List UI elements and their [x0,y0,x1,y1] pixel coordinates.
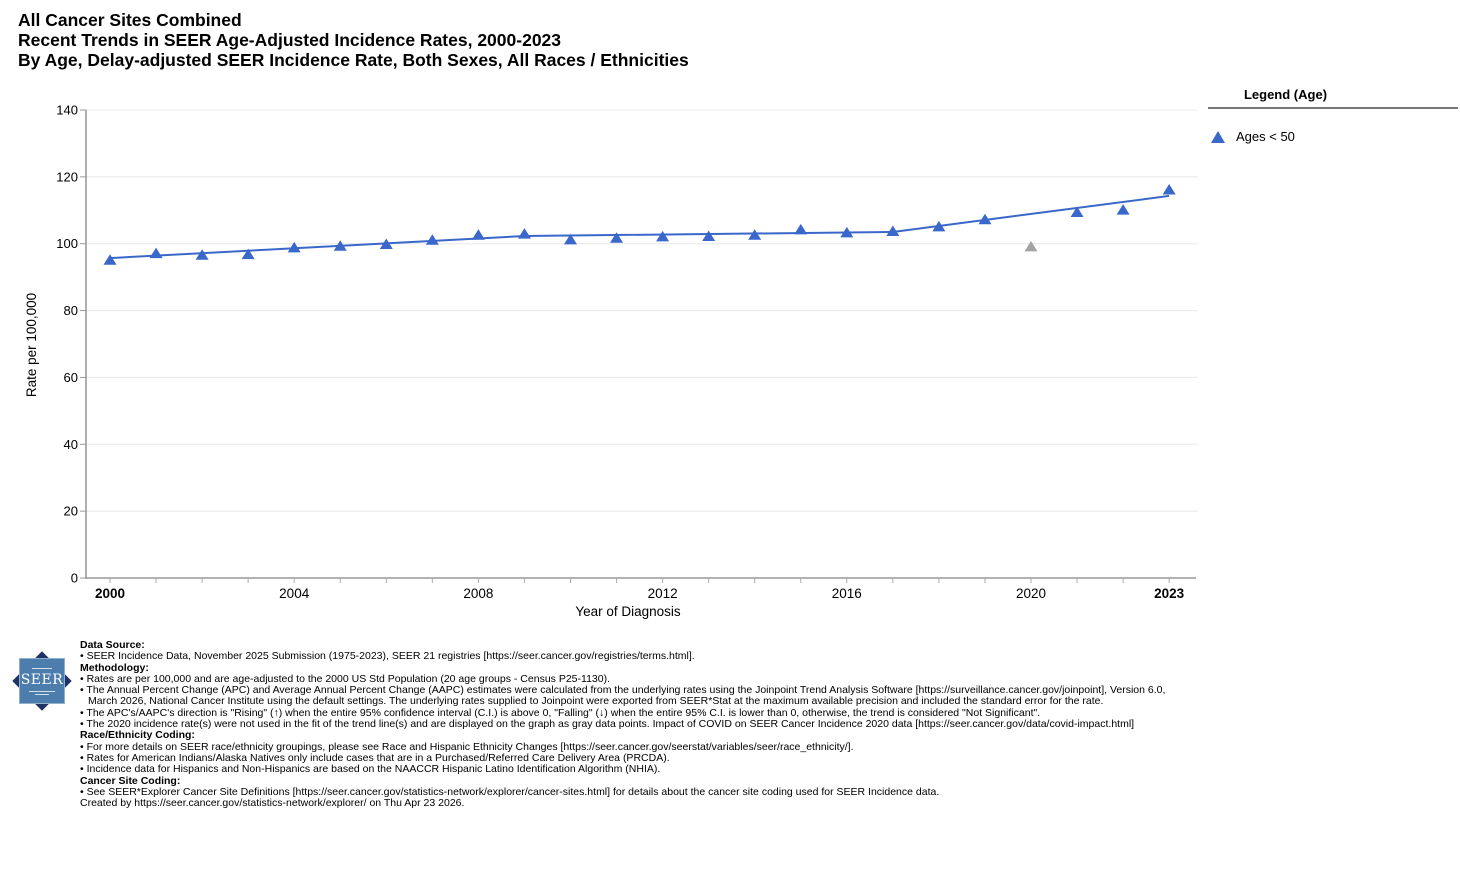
data-point-triangle[interactable] [517,228,531,239]
x-tick-label: 2004 [279,586,310,601]
footnote-line: Rates are per 100,000 and are age-adjust… [80,673,1182,685]
trend-chart-svg: 0 20 40 60 80 100 120 140 2000 2004 2008 2012 2016 20… [56,103,1198,601]
data-point-triangle[interactable] [978,213,992,225]
seer-logo-decoration [32,667,52,669]
footnote-line: See SEER*Explorer Cancer Site Definition… [80,786,1182,798]
triangle-up-icon [1211,130,1225,143]
seer-logo-decoration [35,693,49,695]
data-point-triangle[interactable] [241,248,255,260]
data-point-triangle[interactable] [471,229,485,240]
y-tick-label: 120 [56,169,78,184]
footnote-line: The APC's/AAPC's direction is "Rising" (… [80,707,1182,719]
legend-item-label: Ages < 50 [1236,129,1295,144]
data-point-triangle[interactable] [103,254,117,265]
legend-title: Legend (Age) [1243,87,1328,102]
footnote-line: Race/Ethnicity Coding: [80,729,195,742]
footnote-line: SEER Incidence Data, November 2025 Submi… [80,650,1182,662]
legend-divider [1208,107,1458,109]
data-point-triangle[interactable] [287,241,301,253]
x-tick-label: 2008 [463,586,493,601]
chart-title-line-2: Recent Trends in SEER Age-Adjusted Incid… [18,30,562,50]
y-tick-label: 40 [64,437,78,452]
y-tick-label: 140 [56,103,78,118]
footnote-line: The Annual Percent Change (APC) and Aver… [80,685,1182,708]
y-tick-label: 60 [64,370,78,385]
x-tick-label: 2023 [1154,586,1185,601]
y-axis-title: Rate per 100,000 [24,292,39,398]
footnote-line: Data Source: [80,639,145,651]
data-point-triangle[interactable] [794,223,808,235]
data-point-triangle[interactable] [610,232,624,243]
data-point-triangle[interactable] [702,230,716,242]
seer-logo-text: SEER [20,671,64,688]
trend-line [109,194,1170,260]
seer-logo-decoration [29,690,55,692]
data-point-triangle[interactable] [656,230,670,242]
chart-title-line-1: All Cancer Sites Combined [18,10,242,30]
data-point-triangle[interactable] [333,240,347,251]
seer-logo: SEER [12,651,72,711]
x-tick-label: 2020 [1016,586,1046,601]
x-tick-label: 2000 [95,586,125,601]
data-point-triangle[interactable] [195,249,209,260]
chart-title-line-3: By Age, Delay-adjusted SEER Incidence Ra… [18,50,689,70]
footnote-line: For more details on SEER race/ethnicity … [80,741,1182,753]
footnote-line: The 2020 incidence rate(s) were not used… [80,718,1182,730]
data-point-triangle[interactable] [425,234,439,245]
footnote-line: Incidence data for Hispanics and Non-His… [80,763,1182,775]
x-axis-title: Year of Diagnosis [575,604,681,619]
seer-logo-square: SEER [19,658,65,704]
data-point-triangle[interactable] [886,225,900,237]
y-tick-label: 0 [71,571,78,586]
x-tick-label: 2012 [648,586,678,601]
footnote-line: Created by https://seer.cancer.gov/stati… [80,797,465,810]
y-tick-label: 20 [64,504,78,519]
y-tick-label: 100 [56,236,78,251]
x-tick-label: 2016 [832,586,862,601]
data-point-triangle[interactable] [932,220,946,232]
footnote-line: Methodology: [80,661,149,674]
chart-title-block: All Cancer Sites Combined Recent Trends … [18,10,689,70]
legend-item-ages-lt-50[interactable]: Ages < 50 [1211,129,1295,144]
footnote-line: Rates for American Indians/Alaska Native… [80,752,1182,764]
data-point-triangle[interactable] [748,229,762,240]
covid-2020-gray-point[interactable] [1024,240,1038,252]
data-point-triangle[interactable] [379,238,393,250]
footnotes-block: Data Source:SEER Incidence Data, Novembe… [80,639,1182,810]
data-point-triangle[interactable] [1070,206,1084,217]
data-point-triangle[interactable] [149,247,163,259]
footnote-line: Cancer Site Coding: [80,774,181,787]
y-tick-label: 80 [64,303,78,318]
data-point-triangle[interactable] [564,233,577,245]
data-point-triangle[interactable] [840,226,854,238]
data-point-triangle[interactable] [1162,184,1176,195]
data-point-triangle[interactable] [1116,204,1130,215]
